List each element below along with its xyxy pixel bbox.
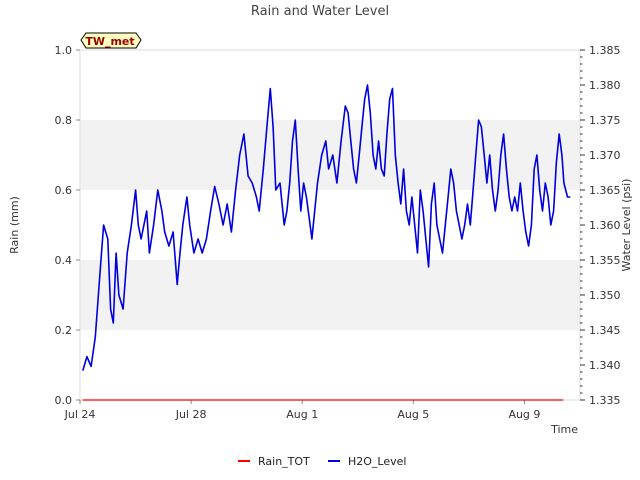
background-band <box>80 260 580 330</box>
left-y-tick-label: 0.2 <box>55 324 73 337</box>
right-y-tick-label: 1.335 <box>589 394 621 407</box>
right-y-tick-label: 1.360 <box>589 219 621 232</box>
right-y-tick-label: 1.355 <box>589 254 621 267</box>
x-axis-title: Time <box>550 423 578 436</box>
left-y-tick-label: 1.0 <box>55 44 73 57</box>
legend-label: Rain_TOT <box>258 455 310 468</box>
left-y-tick-label: 0.0 <box>55 394 73 407</box>
right-y-tick-label: 1.380 <box>589 79 621 92</box>
legend: Rain_TOT H2O_Level <box>238 455 406 468</box>
x-tick-label: Jul 24 <box>64 408 96 421</box>
right-y-axis: 1.335 1.340 1.345 1.350 1.355 1.360 1.365 1.370… <box>580 44 621 407</box>
right-y-tick-label: 1.350 <box>589 289 621 302</box>
legend-label: H2O_Level <box>348 455 406 468</box>
left-y-axis: 0.0 0.2 0.4 0.6 0.8 1.0 <box>55 44 80 407</box>
x-tick-label: Aug 9 <box>508 408 540 421</box>
right-y-axis-title: Water Level (psi) <box>620 179 633 272</box>
left-y-tick-label: 0.4 <box>55 254 73 267</box>
series-layer <box>82 84 571 401</box>
background-bands <box>80 120 580 330</box>
left-y-axis-title: Rain (mm) <box>8 196 21 254</box>
right-y-tick-label: 1.345 <box>589 324 621 337</box>
x-axis: Jul 24 Jul 28 Aug 1 Aug 5 Aug 9 <box>64 400 540 421</box>
station-tag-label: TW_met <box>85 35 134 48</box>
station-tag: TW_met <box>80 32 142 49</box>
x-tick-label: Jul 28 <box>175 408 207 421</box>
background-band <box>80 120 580 190</box>
x-tick-label: Aug 1 <box>286 408 318 421</box>
left-y-tick-label: 0.8 <box>55 114 73 127</box>
left-y-tick-label: 0.6 <box>55 184 73 197</box>
right-y-tick-label: 1.385 <box>589 44 621 57</box>
right-y-tick-label: 1.370 <box>589 149 621 162</box>
right-y-tick-label: 1.340 <box>589 359 621 372</box>
series-line-h2o-level <box>82 84 571 371</box>
right-y-tick-label: 1.365 <box>589 184 621 197</box>
station-tag-box <box>80 32 142 49</box>
right-y-tick-label: 1.375 <box>589 114 621 127</box>
x-tick-label: Aug 5 <box>397 408 429 421</box>
chart-title: Rain and Water Level <box>251 4 389 19</box>
